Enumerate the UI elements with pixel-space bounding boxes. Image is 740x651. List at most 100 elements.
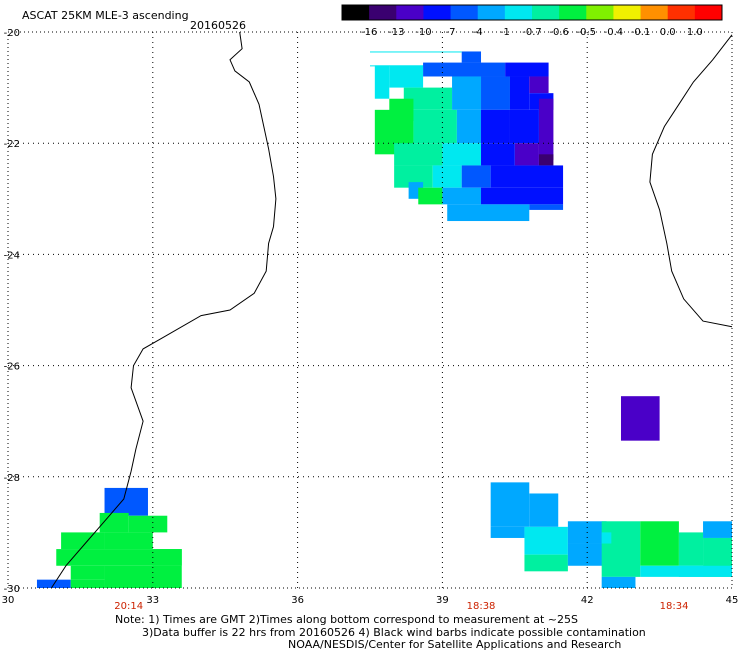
lat-tick-label: -30 [4, 584, 20, 595]
wind-cell [61, 532, 105, 550]
wind-cell [481, 187, 564, 205]
wind-cell [403, 87, 453, 110]
wind-cell [442, 187, 482, 205]
wind-cell [490, 526, 525, 538]
colorbar-swatch [504, 5, 533, 20]
wind-cell [481, 76, 510, 110]
wind-cell [601, 521, 641, 577]
wind-cell [601, 576, 636, 588]
wind-cell [640, 521, 679, 566]
colorbar-swatch [342, 5, 370, 20]
wind-cell [389, 65, 424, 88]
wind-cell [452, 76, 482, 110]
colorbar-swatch [477, 5, 506, 20]
colorbar-label: -0.6 [549, 27, 569, 38]
colorbar-label: 0.0 [660, 27, 676, 38]
colorbar-label: 1.0 [687, 27, 703, 38]
colorbar-swatch [667, 5, 696, 20]
wind-cell [524, 526, 568, 555]
wind-cell [538, 98, 554, 160]
wind-cell [524, 554, 568, 572]
colorbar-swatch [694, 5, 723, 20]
wind-cell [640, 565, 704, 577]
wind-cell [104, 565, 182, 588]
colorbar-label: -4 [473, 27, 483, 38]
wind-cell [394, 143, 443, 166]
colorbar-label: -16 [361, 27, 377, 38]
wind-cell [514, 143, 539, 166]
pass-time-label: 18:34 [660, 601, 689, 612]
lon-tick-label: 30 [2, 595, 15, 606]
coastline-madagascar [649, 34, 733, 328]
colorbar-label: -7 [446, 27, 456, 38]
wind-cell [678, 532, 704, 566]
wind-cell [461, 165, 491, 188]
date-label: 20160526 [190, 19, 246, 32]
wind-cell [70, 579, 105, 588]
lon-tick-label: 45 [726, 595, 739, 606]
colorbar-swatch [450, 5, 479, 20]
lat-tick-label: -26 [4, 362, 20, 373]
wind-cell [432, 165, 462, 188]
wind-cell [567, 543, 607, 566]
lat-tick-label: -20 [4, 28, 20, 39]
lat-tick-label: -22 [4, 139, 20, 150]
wind-cell [104, 532, 153, 550]
colorbar-swatch [369, 5, 397, 20]
lon-tick-label: 42 [581, 595, 594, 606]
wind-cell [70, 565, 105, 580]
wind-cell [529, 204, 564, 210]
wind-cell [413, 109, 457, 144]
wind-cell [104, 487, 148, 516]
wind-cell [490, 482, 530, 527]
wind-cell [423, 62, 506, 77]
wind-cell [509, 109, 539, 144]
colorbar-label: -0.5 [577, 27, 597, 38]
pass-time-label: 18:38 [467, 601, 496, 612]
wind-cell [505, 62, 549, 77]
wind-cell [418, 187, 443, 205]
footer-credit: NOAA/NESDIS/Center for Satellite Applica… [288, 638, 622, 651]
wind-cell [128, 515, 168, 533]
wind-cell [99, 512, 129, 533]
wind-cell [374, 65, 390, 99]
product-title: ASCAT 25KM MLE-3 ascending [22, 9, 189, 22]
lon-tick-label: 33 [146, 595, 159, 606]
wind-cell [601, 532, 612, 544]
lon-tick-label: 36 [291, 595, 304, 606]
wind-cell [447, 204, 530, 222]
coastline-africa [50, 31, 277, 589]
colorbar-swatch [396, 5, 424, 20]
wind-cell [703, 521, 732, 538]
wind-cell [152, 549, 182, 566]
wind-cell [456, 109, 482, 144]
wind-cell [509, 76, 530, 110]
colorbar-swatch [640, 5, 669, 20]
wind-cell [481, 143, 515, 166]
wind-cell [490, 165, 564, 188]
wind-cell [461, 51, 482, 63]
wind-cell [481, 109, 510, 144]
colorbar-label: -10 [415, 27, 431, 38]
lat-tick-label: -24 [4, 250, 20, 261]
wind-cell [678, 565, 732, 577]
wind-cell [620, 396, 660, 441]
footer-note-2: 3)Data buffer is 22 hrs from 20160526 4)… [142, 626, 646, 639]
colorbar-swatch [423, 5, 452, 20]
lat-tick-label: -28 [4, 473, 20, 484]
colorbar-frame [341, 4, 723, 21]
wind-cell [56, 549, 182, 566]
wind-cell [538, 154, 554, 166]
colorbar-swatch [613, 5, 642, 20]
wind-cell [370, 51, 462, 53]
wind-cell [529, 493, 559, 527]
colorbar-swatch [559, 5, 587, 20]
wind-cell [529, 76, 549, 94]
colorbar-label: -0.4 [604, 27, 624, 38]
colorbar-swatch [586, 5, 614, 20]
colorbar-swatch [532, 5, 560, 20]
wind-cell [442, 143, 482, 166]
footer-note-1: Note: 1) Times are GMT 2)Times along bot… [115, 613, 578, 626]
lon-tick-label: 39 [436, 595, 449, 606]
